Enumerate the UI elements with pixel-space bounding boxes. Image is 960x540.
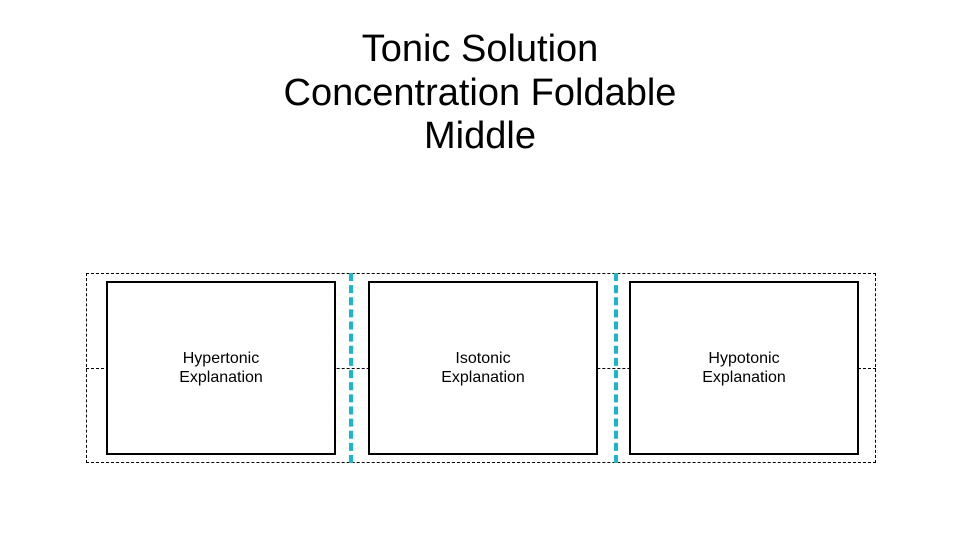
panel-hypertonic: Hypertonic Explanation bbox=[106, 281, 336, 455]
panel-isotonic-label: Isotonic Explanation bbox=[441, 349, 525, 387]
title-text: Tonic Solution Concentration Foldable Mi… bbox=[284, 28, 677, 157]
page-title: Tonic Solution Concentration Foldable Mi… bbox=[0, 0, 960, 159]
panel-hypotonic-label: Hypotonic Explanation bbox=[702, 349, 786, 387]
foldable-diagram: Hypertonic Explanation Isotonic Explanat… bbox=[86, 273, 876, 463]
panel-hypertonic-label: Hypertonic Explanation bbox=[179, 349, 263, 387]
panel-hypotonic: Hypotonic Explanation bbox=[629, 281, 859, 455]
panel-isotonic: Isotonic Explanation bbox=[368, 281, 598, 455]
